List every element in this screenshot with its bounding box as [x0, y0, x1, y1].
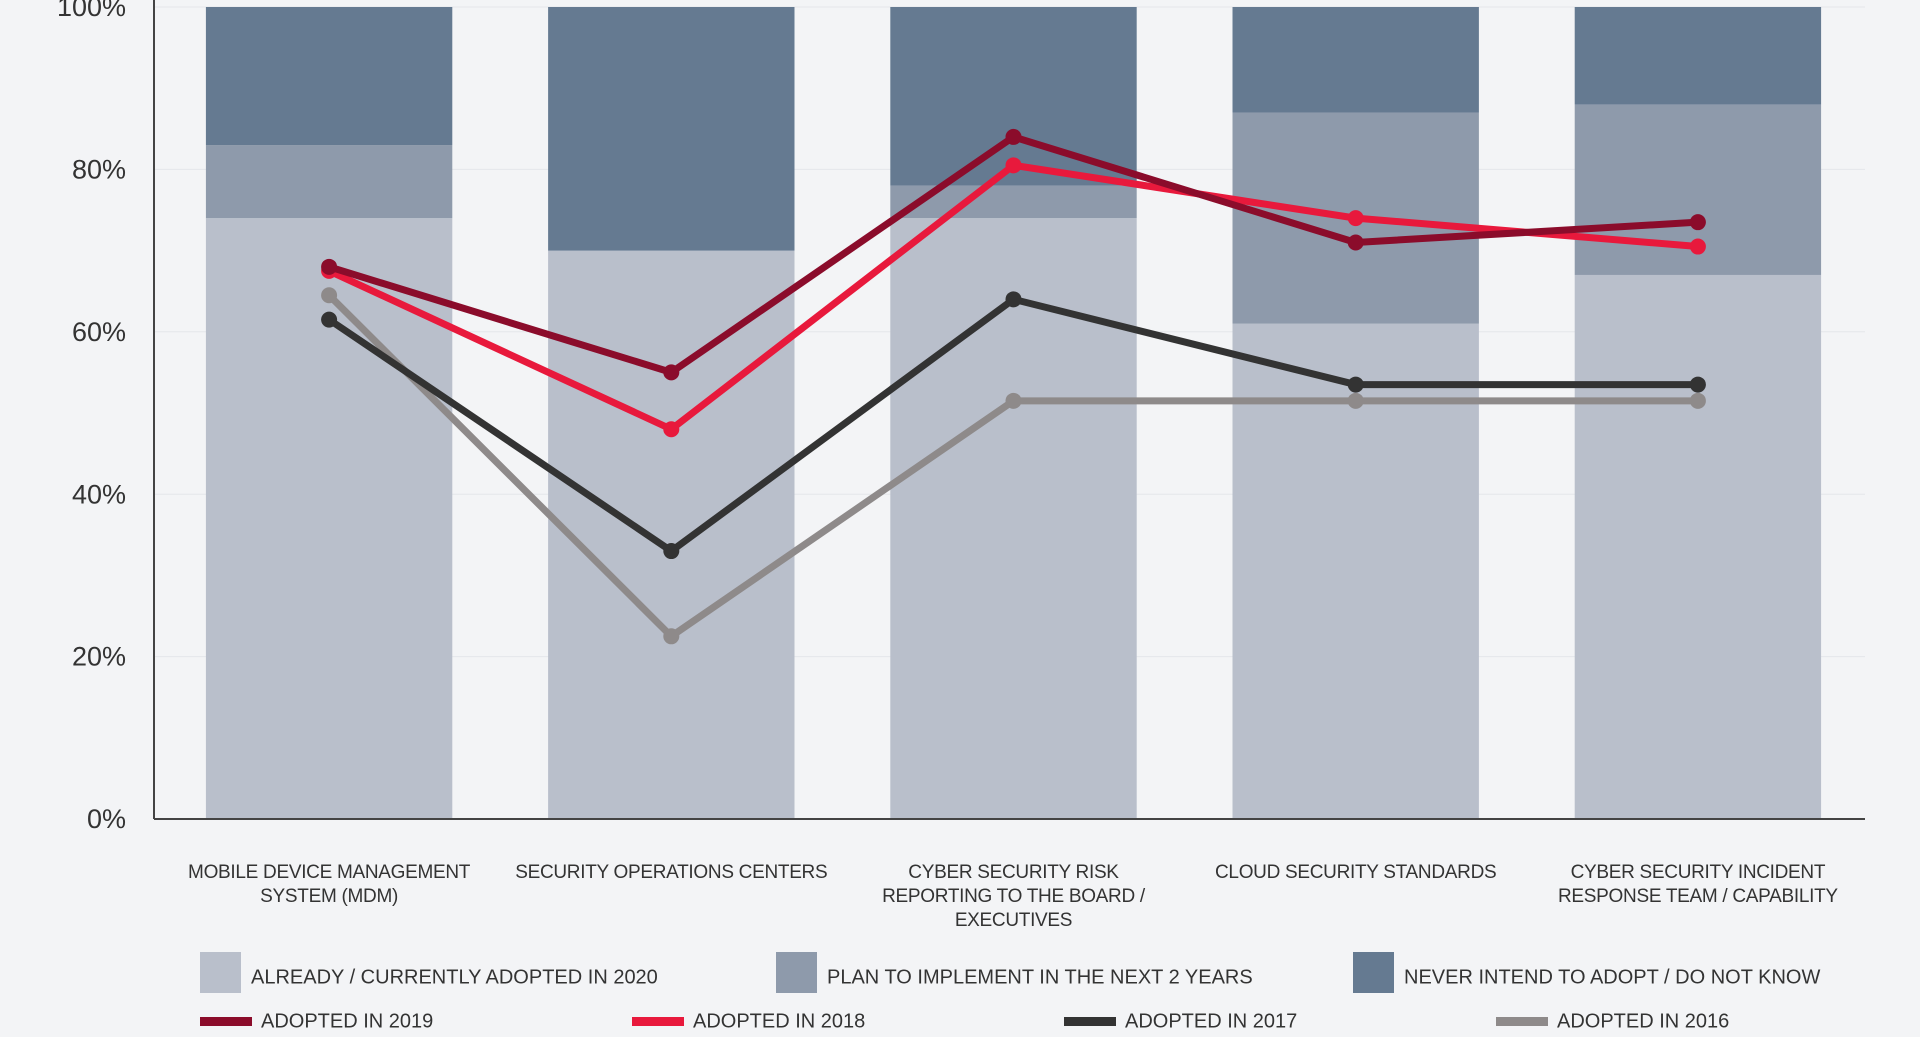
line-point	[321, 287, 338, 304]
line-point	[1347, 234, 1364, 251]
legend-swatch	[200, 952, 241, 993]
bar-segment	[1232, 7, 1479, 113]
bar-segment	[205, 145, 453, 219]
legend-swatch	[1064, 1017, 1116, 1026]
line-point	[1347, 210, 1364, 227]
x-tick-label: CYBER SECURITY RISK REPORTING TO THE BOA…	[882, 862, 1145, 931]
line-point	[1689, 392, 1706, 409]
legend-label: ADOPTED IN 2016	[1557, 1010, 1729, 1032]
line-point	[663, 543, 680, 560]
legend-swatch	[776, 952, 817, 993]
x-tick-label: CYBER SECURITY INCIDENT RESPONSE TEAM / …	[1558, 862, 1838, 907]
legend-label: ADOPTED IN 2017	[1125, 1010, 1297, 1032]
line-point	[1005, 392, 1022, 409]
y-tick-label: 100%	[57, 0, 126, 22]
bar-segment	[1574, 7, 1822, 105]
legend-label: ALREADY / CURRENTLY ADOPTED IN 2020	[251, 966, 658, 988]
legend-swatch	[200, 1017, 252, 1026]
bar-segment	[205, 7, 453, 146]
legend-label: PLAN TO IMPLEMENT IN THE NEXT 2 YEARS	[827, 966, 1253, 988]
line-point	[663, 421, 680, 438]
bar-segment	[548, 7, 795, 251]
bar-segment	[890, 218, 1137, 819]
legend-label: NEVER INTEND TO ADOPT / DO NOT KNOW	[1404, 966, 1820, 988]
bar-segment	[548, 250, 795, 820]
y-tick-label: 0%	[87, 804, 126, 834]
line-point	[1689, 238, 1706, 255]
line-point	[1005, 128, 1022, 145]
legend-swatch	[632, 1017, 684, 1026]
line-point	[1347, 392, 1364, 409]
legend-swatch	[1353, 952, 1394, 993]
bar-segment	[1574, 274, 1822, 820]
y-tick-label: 40%	[72, 479, 126, 509]
x-tick-label: CLOUD SECURITY STANDARDS	[1215, 862, 1497, 883]
line-point	[663, 628, 680, 645]
line-point	[1005, 291, 1022, 308]
y-tick-label: 60%	[72, 317, 126, 347]
line-point	[663, 364, 680, 381]
bar-segment	[890, 7, 1137, 186]
line-point	[1005, 157, 1022, 174]
y-tick-label: 80%	[72, 155, 126, 185]
legend-swatch	[1496, 1017, 1548, 1026]
line-point	[321, 258, 338, 275]
legend-label: ADOPTED IN 2018	[693, 1010, 865, 1032]
line-point	[1689, 214, 1706, 231]
y-tick-label: 20%	[72, 642, 126, 672]
line-point	[1347, 376, 1364, 393]
bar-segment	[890, 185, 1137, 219]
line-point	[321, 311, 338, 328]
legend-label: ADOPTED IN 2019	[261, 1010, 433, 1032]
line-point	[1689, 376, 1706, 393]
x-tick-label: MOBILE DEVICE MANAGEMENT SYSTEM (MDM)	[188, 862, 471, 907]
x-tick-label: SECURITY OPERATIONS CENTERS	[515, 862, 828, 883]
